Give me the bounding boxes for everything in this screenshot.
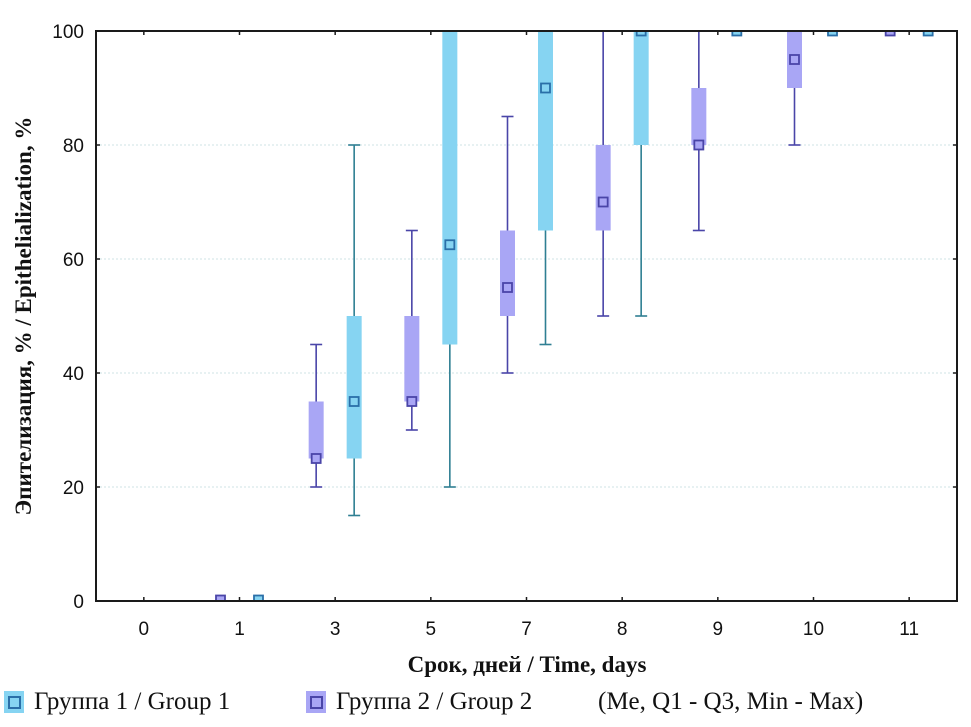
box-group1-day-8 bbox=[633, 30, 649, 317]
x-tick-label: 3 bbox=[330, 619, 341, 640]
median-marker bbox=[310, 453, 322, 464]
x-tick-label: 0 bbox=[139, 619, 150, 640]
legend-note: (Me, Q1 - Q3, Min - Max) bbox=[598, 688, 864, 715]
iqr-box bbox=[500, 230, 515, 316]
median-marker bbox=[597, 196, 609, 208]
box-group2-day-8 bbox=[595, 31, 611, 317]
boxplot-chart: 0 20 40 60 80 100 0 1 3 5 7 8 9 10 11 Эпителизация, %… bbox=[11, 22, 958, 677]
legend-label-group1: Группа 1 / Group 1 bbox=[34, 688, 231, 715]
iqr-box bbox=[691, 88, 707, 145]
box-group1-day-5 bbox=[442, 31, 458, 488]
iqr-box bbox=[346, 316, 362, 459]
legend-item-group1: Группа 1 / Group 1 bbox=[4, 688, 230, 716]
x-tick-label: 5 bbox=[426, 619, 437, 640]
box-group2-day-10 bbox=[787, 31, 802, 146]
x-axis-ticks: 0 1 3 5 7 8 9 10 11 bbox=[139, 31, 919, 640]
y-tick-label: 20 bbox=[63, 478, 84, 499]
x-tick-label: 1 bbox=[234, 619, 245, 640]
x-tick-label: 11 bbox=[899, 619, 919, 640]
x-axis-title: Срок, дней / Time, days bbox=[408, 652, 647, 677]
y-tick-label: 0 bbox=[73, 592, 84, 613]
plot-border bbox=[95, 30, 958, 602]
plot-frame bbox=[95, 30, 958, 602]
box-group2-day-9 bbox=[691, 31, 707, 232]
x-tick-label: 10 bbox=[803, 619, 824, 640]
box-group1-day-3 bbox=[346, 144, 362, 517]
legend-swatch-group1 bbox=[4, 691, 24, 713]
y-tick-label: 80 bbox=[63, 136, 84, 157]
iqr-box bbox=[442, 31, 458, 345]
median-marker bbox=[693, 139, 705, 151]
box-group2-day-5 bbox=[404, 229, 420, 431]
median-marker bbox=[406, 396, 418, 407]
y-tick-label: 100 bbox=[52, 22, 84, 43]
y-tick-label: 60 bbox=[63, 250, 84, 271]
median-marker bbox=[789, 54, 800, 65]
legend-item-group2: Группа 2 / Group 2 bbox=[306, 688, 532, 716]
box-group2-day-3 bbox=[308, 343, 324, 488]
legend: Группа 1 / Group 1 Группа 2 / Group 2 (M… bbox=[0, 688, 971, 724]
iqr-box bbox=[595, 145, 611, 231]
box-group1-day-7 bbox=[538, 31, 553, 346]
iqr-box bbox=[538, 31, 553, 231]
median-marker bbox=[348, 396, 360, 407]
boxes bbox=[215, 30, 934, 602]
y-axis-ticks: 0 20 40 60 80 100 bbox=[52, 22, 957, 613]
iqr-box bbox=[633, 31, 649, 145]
y-tick-label: 40 bbox=[63, 364, 84, 385]
x-tick-label: 9 bbox=[713, 619, 724, 640]
gridlines bbox=[96, 144, 957, 488]
legend-swatch-group2 bbox=[306, 691, 326, 713]
median-marker bbox=[540, 82, 551, 94]
x-tick-label: 8 bbox=[617, 619, 628, 640]
iqr-box bbox=[404, 316, 420, 402]
legend-label-group2: Группа 2 / Group 2 bbox=[336, 688, 533, 715]
median-marker bbox=[502, 282, 513, 293]
x-tick-label: 7 bbox=[521, 619, 532, 640]
median-marker bbox=[444, 239, 456, 251]
iqr-box bbox=[308, 401, 324, 459]
box-group2-day-7 bbox=[500, 115, 515, 374]
y-axis-title: Эпителизация, % / Epithelialization, % bbox=[11, 117, 36, 516]
